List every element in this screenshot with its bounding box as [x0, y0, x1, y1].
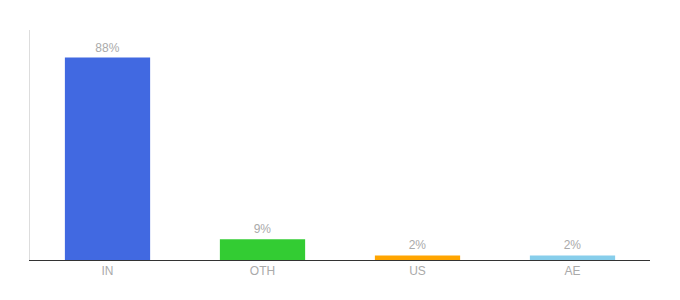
- svg-text:OTH: OTH: [250, 264, 275, 278]
- svg-text:2%: 2%: [409, 238, 427, 252]
- svg-text:88%: 88%: [95, 41, 119, 55]
- svg-text:9%: 9%: [254, 222, 272, 236]
- svg-text:2%: 2%: [564, 238, 582, 252]
- svg-text:AE: AE: [564, 264, 580, 278]
- svg-text:US: US: [409, 264, 426, 278]
- svg-text:IN: IN: [102, 264, 114, 278]
